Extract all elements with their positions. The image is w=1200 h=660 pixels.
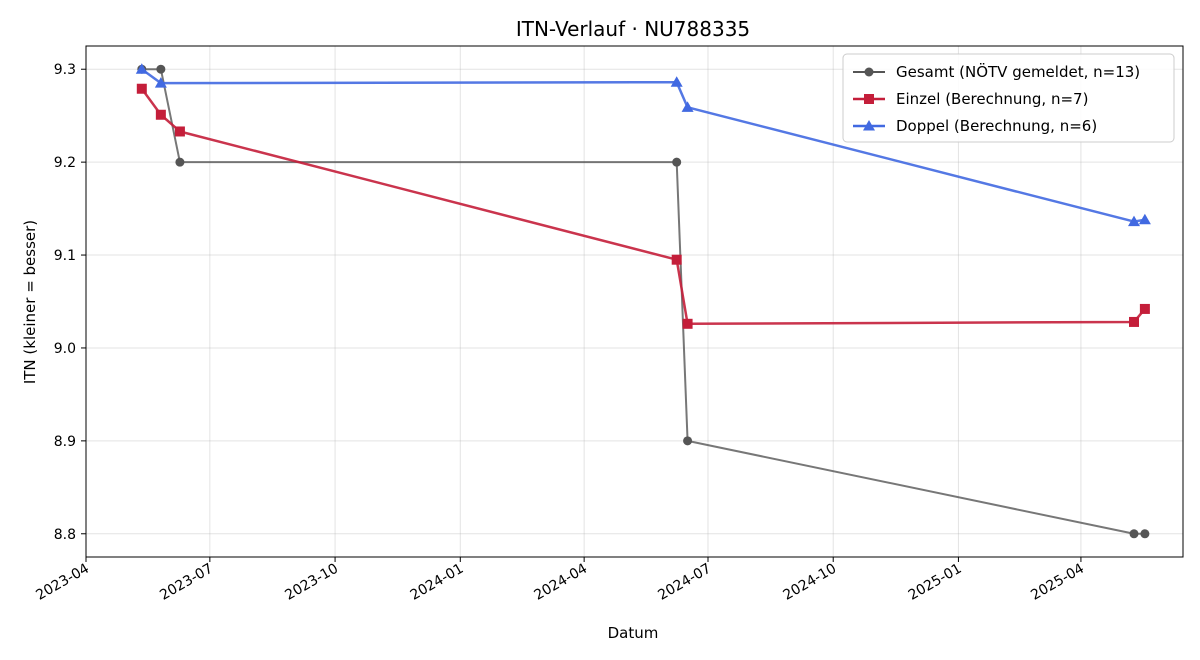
x-tick-label: 2024-10 [781, 561, 840, 604]
x-tick-label: 2024-04 [531, 561, 590, 604]
legend-entry: Doppel (Berechnung, n=6) [853, 117, 1097, 135]
legend-marker [863, 120, 875, 131]
x-tick-label: 2025-01 [906, 561, 965, 604]
data-point [1140, 529, 1150, 539]
x-tick-label: 2025-04 [1028, 561, 1087, 604]
series-2 [136, 83, 1150, 329]
legend-entry: Einzel (Berechnung, n=7) [853, 90, 1088, 108]
data-point [1129, 529, 1139, 539]
legend-label: Doppel (Berechnung, n=6) [896, 117, 1097, 135]
data-point [154, 77, 167, 88]
data-point [135, 63, 148, 74]
series-3 [135, 63, 1151, 227]
plot-frame [85, 45, 1184, 558]
chart-title: ITN-Verlauf · NU788335 [516, 17, 750, 41]
data-point [155, 109, 166, 120]
y-tick-label: 9.3 [54, 62, 76, 78]
data-point [175, 157, 185, 167]
data-point [174, 126, 185, 137]
data-point [672, 157, 682, 167]
legend-entry: Gesamt (NÖTV gemeldet, n=13) [853, 62, 1140, 81]
legend-marker [864, 67, 874, 77]
y-axis: 8.8 8.9 9.0 9.1 9.2 9.3 [54, 62, 86, 543]
data-point [1139, 303, 1150, 314]
x-tick-label: 2023-10 [282, 561, 341, 604]
y-tick-label: 8.9 [54, 434, 76, 450]
data-point [681, 101, 694, 112]
data-point [156, 64, 166, 74]
data-point [1128, 215, 1141, 227]
data-point [683, 436, 693, 446]
x-tick-label: 2023-04 [33, 561, 92, 604]
y-tick-label: 9.0 [54, 341, 76, 357]
data-series [135, 63, 1151, 539]
data-point [671, 254, 682, 265]
y-axis-label: ITN (kleiner = besser) [21, 220, 39, 384]
data-point [670, 76, 683, 87]
x-tick-label: 2024-01 [408, 561, 467, 604]
legend-marker [864, 94, 874, 104]
y-tick-label: 8.8 [54, 527, 76, 543]
x-tick-label: 2024-07 [655, 561, 714, 604]
y-tick-label: 9.2 [54, 155, 76, 171]
data-point [1138, 213, 1151, 225]
legend-label: Gesamt (NÖTV gemeldet, n=13) [896, 62, 1140, 81]
x-tick-label: 2023-07 [157, 561, 216, 604]
data-point [136, 83, 147, 94]
x-axis: 2023-04 2023-07 2023-10 2024-01 2024-04 2024-… [33, 557, 1087, 604]
data-point [1129, 316, 1140, 327]
legend: Gesamt (NÖTV gemeldet, n=13) Einzel (Bere… [842, 53, 1175, 143]
legend-label: Einzel (Berechnung, n=7) [896, 90, 1088, 108]
y-tick-label: 9.1 [54, 248, 76, 264]
legend-box [842, 53, 1175, 143]
x-axis-label: Datum [608, 624, 659, 642]
data-point [682, 318, 693, 329]
